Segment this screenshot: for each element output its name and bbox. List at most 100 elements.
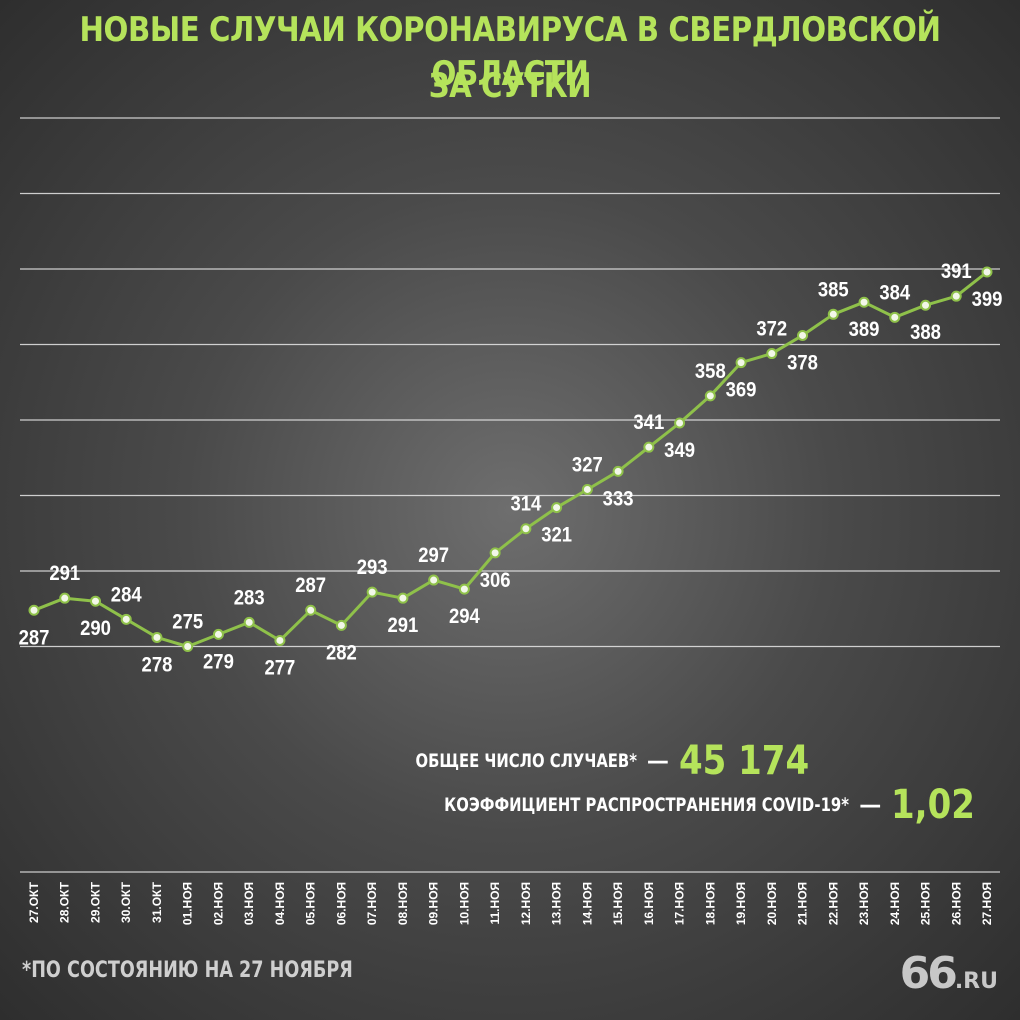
data-label: 294 bbox=[449, 605, 480, 628]
data-point bbox=[827, 308, 839, 320]
data-label: 275 bbox=[172, 610, 203, 633]
x-tick-label: 06.НОЯ bbox=[334, 882, 348, 925]
data-point bbox=[120, 613, 132, 625]
logo-number: 66 bbox=[899, 948, 958, 999]
data-point bbox=[335, 619, 347, 631]
x-tick-label: 04.НОЯ bbox=[273, 882, 287, 925]
x-tick-label: 15.НОЯ bbox=[611, 882, 625, 925]
data-label: 314 bbox=[510, 493, 541, 516]
x-tick-label: 11.НОЯ bbox=[488, 882, 502, 925]
logo-domain: .RU bbox=[954, 969, 998, 994]
data-label: 391 bbox=[941, 260, 972, 283]
data-point bbox=[950, 290, 962, 302]
data-point bbox=[704, 390, 716, 402]
spread-rate-dash: — bbox=[859, 792, 882, 818]
x-tick-label: 12.НОЯ bbox=[519, 882, 533, 925]
x-tick-label: 10.НОЯ bbox=[457, 882, 471, 925]
data-point bbox=[920, 299, 932, 311]
x-tick-label: 22.НОЯ bbox=[826, 882, 840, 925]
data-label: 385 bbox=[818, 278, 849, 301]
x-tick-label: 27.НОЯ bbox=[980, 882, 994, 925]
data-point bbox=[643, 441, 655, 453]
data-point bbox=[212, 628, 224, 640]
x-tick-label: 18.НОЯ bbox=[703, 882, 717, 925]
x-tick-label: 20.НОЯ bbox=[765, 882, 779, 925]
spread-rate-stat: КОЭФФИЦИЕНТ РАСПРОСТРАНЕНИЯ COVID-19* — … bbox=[330, 782, 990, 828]
data-point bbox=[674, 417, 686, 429]
data-label: 291 bbox=[49, 562, 80, 585]
data-point bbox=[981, 266, 993, 278]
data-point bbox=[735, 357, 747, 369]
total-cases-stat: ОБЩЕЕ ЧИСЛО СЛУЧАЕВ* — 45 174 bbox=[353, 738, 832, 784]
data-label: 277 bbox=[265, 656, 296, 679]
x-tick-label: 09.НОЯ bbox=[427, 882, 441, 925]
x-tick-label: 27.ОКТ bbox=[27, 881, 41, 923]
data-label: 306 bbox=[480, 569, 511, 592]
x-tick-label: 25.НОЯ bbox=[919, 882, 933, 925]
spread-rate-label: КОЭФФИЦИЕНТ РАСПРОСТРАНЕНИЯ COVID-19* bbox=[444, 794, 850, 816]
data-label: 282 bbox=[326, 641, 357, 664]
data-point bbox=[366, 586, 378, 598]
x-tick-label: 07.НОЯ bbox=[365, 882, 379, 925]
x-tick-label: 02.НОЯ bbox=[211, 882, 225, 925]
x-tick-label: 16.НОЯ bbox=[642, 882, 656, 925]
data-label: 287 bbox=[19, 626, 50, 649]
data-label: 293 bbox=[357, 556, 388, 579]
chart-title-line1: НОВЫЕ СЛУЧАИ КОРОНАВИРУСА В СВЕРДЛОВСКОЙ… bbox=[79, 10, 941, 94]
data-point bbox=[243, 616, 255, 628]
footnote: *ПО СОСТОЯНИЮ НА 27 НОЯБРЯ bbox=[22, 958, 353, 983]
x-tick-label: 23.НОЯ bbox=[857, 882, 871, 925]
spread-rate-value: 1,02 bbox=[891, 782, 976, 828]
data-point bbox=[151, 631, 163, 643]
data-point bbox=[858, 296, 870, 308]
data-point bbox=[458, 583, 470, 595]
x-tick-label: 26.НОЯ bbox=[949, 882, 963, 925]
data-label: 369 bbox=[726, 379, 757, 402]
x-tick-label: 24.НОЯ bbox=[888, 882, 902, 925]
x-tick-label: 05.НОЯ bbox=[304, 882, 318, 925]
x-tick-label: 13.НОЯ bbox=[550, 882, 564, 925]
data-label: 291 bbox=[387, 614, 418, 637]
data-point bbox=[520, 523, 532, 535]
data-label: 341 bbox=[633, 411, 664, 434]
x-tick-label: 08.НОЯ bbox=[396, 882, 410, 925]
data-point bbox=[28, 604, 40, 616]
data-point bbox=[397, 592, 409, 604]
x-tick-label: 21.НОЯ bbox=[796, 882, 810, 925]
x-tick-label: 01.НОЯ bbox=[181, 882, 195, 925]
data-label: 297 bbox=[418, 544, 449, 567]
data-label: 388 bbox=[910, 321, 941, 344]
data-point bbox=[612, 465, 624, 477]
data-point bbox=[89, 595, 101, 607]
data-label: 284 bbox=[111, 583, 142, 606]
data-point bbox=[59, 592, 71, 604]
x-tick-label: 31.ОКТ bbox=[150, 881, 164, 923]
chart-title-line2: ЗА СУТКИ bbox=[428, 66, 592, 106]
x-tick-label: 17.НОЯ bbox=[673, 882, 687, 925]
data-label: 279 bbox=[203, 650, 234, 673]
data-point bbox=[766, 348, 778, 360]
data-label: 283 bbox=[234, 586, 265, 609]
data-label: 333 bbox=[603, 487, 634, 510]
x-tick-label: 19.НОЯ bbox=[734, 882, 748, 925]
total-cases-dash: — bbox=[646, 748, 669, 774]
site-logo: 66.RU bbox=[900, 948, 998, 999]
data-point bbox=[797, 329, 809, 341]
data-label: 372 bbox=[756, 318, 787, 341]
x-tick-label: 28.ОКТ bbox=[58, 881, 72, 923]
data-label: 290 bbox=[80, 617, 111, 640]
data-label: 321 bbox=[541, 524, 572, 547]
data-label: 278 bbox=[142, 653, 173, 676]
x-tick-label: 14.НОЯ bbox=[580, 882, 594, 925]
x-tick-label: 03.НОЯ bbox=[242, 882, 256, 925]
data-point bbox=[551, 502, 563, 514]
data-point bbox=[305, 604, 317, 616]
data-label: 349 bbox=[664, 439, 695, 462]
data-point bbox=[274, 634, 286, 646]
x-tick-label: 30.ОКТ bbox=[119, 881, 133, 923]
x-tick-label: 29.ОКТ bbox=[88, 881, 102, 923]
data-point bbox=[489, 547, 501, 559]
data-label: 384 bbox=[879, 281, 910, 304]
data-point bbox=[889, 311, 901, 323]
